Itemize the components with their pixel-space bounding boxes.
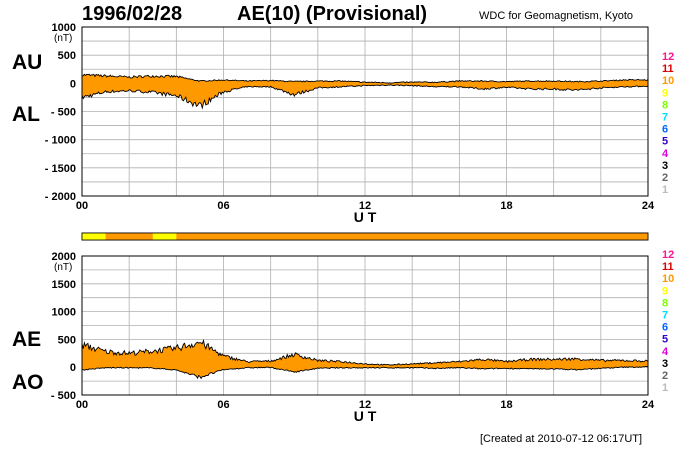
quality-scale-label: 2 — [662, 370, 668, 382]
y-tick-label: 0 — [70, 362, 76, 374]
x-tick-label: 24 — [642, 200, 655, 212]
quality-bar-segment — [317, 233, 342, 240]
quality-bar-segment — [459, 233, 484, 240]
quality-bar-segment — [600, 233, 625, 240]
plot-border — [81, 26, 649, 197]
quality-scale-label: 7 — [662, 310, 668, 322]
quality-bar-segment — [176, 233, 201, 240]
quality-bar-segment — [530, 233, 554, 240]
quality-scale-label: 4 — [662, 148, 669, 160]
quality-scale-label: 8 — [662, 99, 668, 111]
series-line-ae — [81, 338, 649, 366]
x-tick-label: 12 — [359, 399, 371, 411]
quality-scale-label: 10 — [662, 75, 674, 87]
quality-scale-label: 6 — [662, 124, 668, 136]
quality-scale-label: 6 — [662, 322, 668, 334]
quality-scale-label: 11 — [662, 261, 674, 273]
quality-scale-label: 12 — [662, 51, 674, 63]
quality-bar-segment — [624, 233, 649, 240]
y-tick-label: 1000 — [52, 307, 76, 319]
quality-bar-segment — [553, 233, 578, 240]
quality-scale-label: 10 — [662, 273, 674, 285]
quality-bar-segment — [152, 233, 177, 240]
series-label-al: AL — [12, 103, 40, 126]
x-axis-label: U T — [354, 408, 377, 424]
x-tick-label: 24 — [642, 399, 655, 411]
series-line-ao — [81, 366, 649, 380]
quality-bar-segment — [482, 233, 507, 240]
quality-scale-label: 5 — [662, 136, 668, 148]
x-tick-label: 00 — [76, 399, 88, 411]
quality-bar-segment — [341, 233, 366, 240]
x-axis-label: U T — [354, 209, 377, 225]
x-tick-label: 18 — [500, 399, 512, 411]
chart-title: AE(10) (Provisional) — [237, 3, 428, 25]
quality-scale-label: 1 — [662, 382, 668, 394]
series-label-au: AU — [12, 51, 42, 74]
unit-label: (nT) — [54, 33, 72, 44]
created-timestamp: [Created at 2010-07-12 06:17UT] — [480, 433, 643, 445]
quality-scale-label: 2 — [662, 172, 668, 184]
quality-bar-segment — [270, 233, 295, 240]
quality-bar-segment — [388, 233, 413, 240]
x-tick-label: 00 — [76, 200, 88, 212]
area-fill — [82, 74, 648, 108]
y-tick-label: 0 — [70, 78, 76, 90]
quality-bar-segment — [247, 233, 271, 240]
quality-scale-label: 3 — [662, 358, 668, 370]
quality-bar-segment — [105, 233, 130, 240]
y-tick-label: 500 — [58, 334, 76, 346]
quality-scale-label: 3 — [662, 160, 668, 172]
y-tick-label: - 1000 — [45, 135, 76, 147]
quality-scale-label: 11 — [662, 63, 674, 75]
series-label-ao: AO — [12, 371, 44, 394]
quality-bar-segment — [435, 233, 460, 240]
date-label: 1996/02/28 — [82, 3, 183, 25]
x-tick-label: 18 — [500, 200, 512, 212]
y-tick-label: 1500 — [52, 279, 76, 291]
quality-scale-label: 12 — [662, 249, 674, 261]
quality-bar-segment — [577, 233, 602, 240]
quality-bar-border — [81, 232, 649, 241]
y-tick-label: - 500 — [51, 390, 76, 402]
quality-scale-label: 9 — [662, 285, 668, 297]
quality-bar-segment — [223, 233, 248, 240]
y-tick-label: - 2000 — [45, 191, 76, 203]
quality-scale-label: 8 — [662, 297, 668, 309]
series-label-ae: AE — [12, 328, 41, 351]
quality-bar-segment — [412, 233, 437, 240]
area-fill — [82, 340, 648, 379]
y-tick-label: 500 — [58, 50, 76, 62]
source-label: WDC for Geomagnetism, Kyoto — [479, 10, 634, 22]
series-line-au — [81, 73, 649, 84]
quality-bar-segment — [129, 233, 154, 240]
y-tick-label: 1000 — [52, 22, 76, 34]
y-tick-label: 2000 — [52, 251, 76, 263]
quality-scale-label: 7 — [662, 112, 668, 124]
x-tick-label: 06 — [217, 399, 229, 411]
plot-border — [81, 255, 649, 396]
x-tick-label: 12 — [359, 200, 371, 212]
quality-bar-segment — [506, 233, 531, 240]
quality-bar-segment — [294, 233, 319, 240]
quality-bar-segment — [199, 233, 224, 240]
quality-scale-label: 4 — [662, 346, 669, 358]
y-tick-label: - 1500 — [45, 163, 76, 175]
quality-bar-segment — [365, 233, 389, 240]
quality-scale-label: 9 — [662, 87, 668, 99]
quality-scale-label: 5 — [662, 334, 668, 346]
y-tick-label: - 500 — [51, 107, 76, 119]
series-line-al — [81, 84, 649, 110]
x-tick-label: 06 — [217, 200, 229, 212]
quality-bar-segment — [82, 233, 106, 240]
unit-label: (nT) — [54, 262, 72, 273]
quality-scale-label: 1 — [662, 184, 668, 196]
